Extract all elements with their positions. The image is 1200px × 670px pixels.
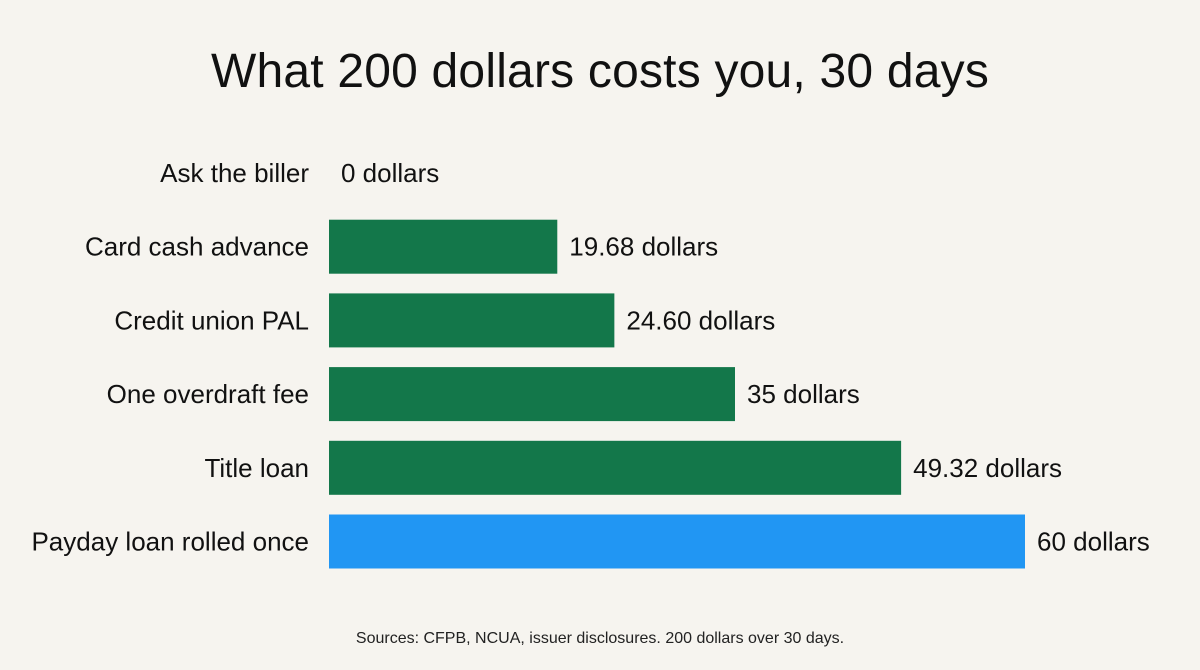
- bars-layer: [329, 219, 1025, 569]
- category-label-4: One overdraft fee: [107, 379, 309, 409]
- category-label-2: Card cash advance: [85, 232, 309, 262]
- value-label-2: 19.68 dollars: [569, 232, 718, 262]
- category-label-3: Credit union PAL: [114, 305, 309, 335]
- value-label-4: 35 dollars: [747, 379, 860, 409]
- bar-5: [329, 440, 902, 495]
- bar-6: [329, 514, 1025, 569]
- chart-title: What 200 dollars costs you, 30 days: [210, 45, 990, 98]
- value-label-1: 0 dollars: [341, 158, 439, 188]
- category-label-5: Title loan: [204, 453, 309, 483]
- category-labels-layer: Ask the biller Card cash advance Credit un…: [31, 158, 309, 557]
- source-note: Sources: CFPB, NCUA, issuer disclosures.…: [355, 630, 845, 647]
- bar-3: [329, 293, 615, 348]
- value-label-6: 60 dollars: [1037, 527, 1150, 557]
- category-label-1: Ask the biller: [160, 158, 309, 188]
- value-labels-layer: 0 dollars 19.68 dollars 24.60 dollars 35 do…: [341, 158, 1150, 557]
- bar-4: [329, 367, 735, 422]
- value-label-5: 49.32 dollars: [913, 453, 1062, 483]
- bar-2: [329, 219, 558, 274]
- value-label-3: 24.60 dollars: [626, 305, 775, 335]
- category-label-6: Payday loan rolled once: [31, 527, 309, 557]
